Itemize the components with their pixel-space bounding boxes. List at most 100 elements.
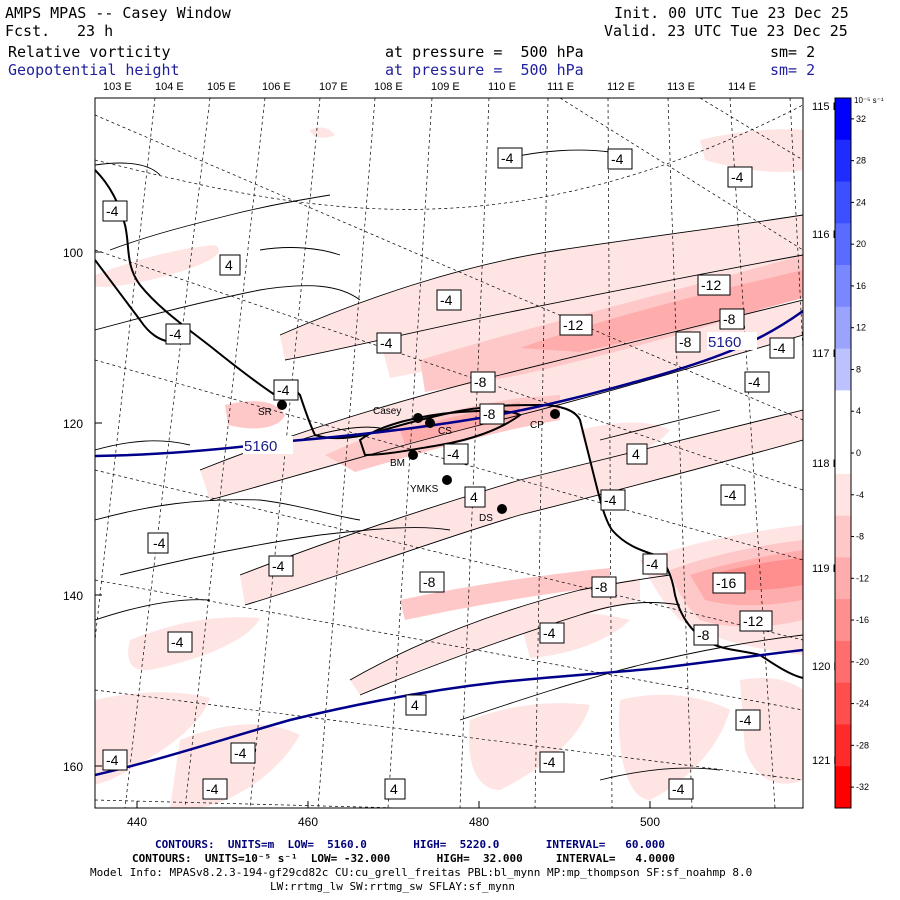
lon-label-top: 108 E (374, 81, 403, 93)
y-tick-label: 140 (63, 589, 83, 603)
colorbar-tick-label: 0 (856, 448, 861, 458)
colorbar-swatch (835, 348, 851, 391)
vort-label: -16 (716, 575, 736, 591)
colorbar-tick-label: 32 (856, 114, 866, 124)
vort-label: 4 (390, 781, 398, 797)
vort-label: -8 (423, 574, 436, 590)
colorbar-tick-label: -20 (856, 657, 869, 667)
height-contour-info: CONTOURS: UNITS=m LOW= 5160.0 HIGH= 5220… (155, 838, 665, 851)
colorbar-swatch (835, 390, 851, 433)
colorbar-swatch (835, 766, 851, 809)
colorbar-tick-label: -16 (856, 615, 869, 625)
field2-name: Geopotential height (8, 61, 180, 79)
vort-label: -4 (611, 151, 624, 167)
station-dot-casey (413, 413, 423, 423)
vort-label: -4 (724, 487, 737, 503)
field1-name: Relative vorticity (8, 43, 171, 61)
vort-label: -8 (474, 374, 487, 390)
colorbar-tick-label: -32 (856, 782, 869, 792)
station-dot-ds (497, 504, 507, 514)
field2-smooth: sm= 2 (770, 61, 816, 79)
forecast-label: Fcst. (5, 22, 51, 40)
station-label: CP (530, 420, 544, 431)
axis-tick-labels: 100 120 140 160 440 460 480 500 (63, 246, 660, 829)
lon-label-top: 106 E (262, 81, 291, 93)
station-label: SR (258, 407, 272, 418)
lon-label-right: 120 E (812, 661, 841, 673)
vort-label: -8 (595, 579, 608, 595)
lon-label-top: 107 E (319, 81, 348, 93)
station-label: Casey (373, 406, 401, 417)
vorticity-contour-labels: -4 -4 -4 -4 4 -4 -4 -4 -8 -8 -12 -12 -8 … (102, 147, 795, 800)
vort-label: -4 (731, 169, 744, 185)
colorbar (835, 98, 851, 809)
colorbar-swatch (835, 515, 851, 558)
lon-label-right: 121 E (812, 755, 841, 767)
vorticity-shading (95, 127, 803, 808)
colorbar-swatch (835, 473, 851, 517)
colorbar-tick-label: 12 (856, 323, 866, 333)
y-tick-label: 100 (63, 246, 83, 260)
lon-label-right: 115 E (812, 101, 840, 113)
colorbar-tick-label: 16 (856, 281, 866, 291)
colorbar-tick-label: -24 (856, 699, 869, 709)
valid-time: Valid. 23 UTC Tue 23 Dec 25 (604, 22, 848, 40)
vort-label: -4 (169, 326, 182, 342)
vort-label: -8 (697, 627, 710, 643)
map-title: AMPS MPAS -- Casey Window (5, 4, 231, 22)
colorbar-swatch (835, 223, 851, 266)
x-tick-label: 480 (469, 815, 489, 829)
colorbar-swatch (835, 181, 851, 224)
lon-label-top: 114 E (728, 81, 756, 93)
vort-label: -4 (380, 335, 393, 351)
lon-label-right: 117 E (812, 348, 840, 360)
lon-label-top: 112 E (607, 81, 635, 93)
colorbar-swatch (835, 724, 851, 767)
vort-label: -4 (272, 558, 285, 574)
y-tick-label: 120 (63, 417, 83, 431)
right-longitude-labels: 115 E 116 E 117 E 118 E 119 E 120 E 121 … (812, 101, 841, 767)
x-tick-label: 440 (127, 815, 147, 829)
vort-label: -4 (646, 556, 659, 572)
station-label: YMKS (410, 484, 439, 495)
colorbar-tick-label: 8 (856, 364, 861, 374)
station-label: BM (390, 458, 405, 469)
x-tick-label: 460 (298, 815, 318, 829)
vort-label: 4 (411, 697, 419, 713)
lon-label-right: 119 E (812, 563, 840, 575)
vorticity-contour-info: CONTOURS: UNITS=10⁻⁵ s⁻¹ LOW= -32.000 HI… (132, 852, 676, 865)
vort-label: -4 (773, 340, 786, 356)
station-dot-cs (425, 418, 435, 428)
colorbar-unit: 10⁻⁵ s⁻¹ (854, 96, 884, 105)
colorbar-swatch (835, 432, 851, 475)
vort-label: -12 (743, 613, 763, 629)
height-contour-labels: 5160 5160 (243, 332, 757, 455)
vort-label: -4 (106, 203, 119, 219)
station-dot-sr (277, 400, 287, 410)
lon-label-top: 109 E (431, 81, 460, 93)
colorbar-swatch (835, 682, 851, 725)
station-dot-bm (408, 450, 418, 460)
colorbar-tick-label: -4 (856, 490, 864, 500)
station-dot-ymks (442, 475, 452, 485)
lon-label-top: 113 E (667, 81, 695, 93)
vort-label: -4 (672, 781, 685, 797)
colorbar-tick-label: 4 (856, 406, 861, 416)
lon-label-top: 104 E (155, 81, 184, 93)
vort-label: -4 (604, 492, 617, 508)
station-dot-cp (550, 409, 560, 419)
lon-label-right: 118 E (812, 458, 840, 470)
colorbar-tick-label: 20 (856, 239, 866, 249)
colorbar-swatch (835, 265, 851, 308)
field1-level: at pressure = 500 hPa (385, 43, 584, 61)
colorbar-swatch (835, 599, 851, 642)
vort-label: -4 (234, 745, 247, 761)
top-longitude-labels: 103 E 104 E 105 E 106 E 107 E 108 E 109 … (103, 81, 756, 93)
vort-label: -4 (543, 754, 556, 770)
colorbar-swatch (835, 139, 851, 183)
colorbar-tick-label: -28 (856, 740, 869, 750)
lon-label-top: 105 E (207, 81, 236, 93)
y-tick-label: 160 (63, 760, 83, 774)
vort-label: -4 (739, 712, 752, 728)
